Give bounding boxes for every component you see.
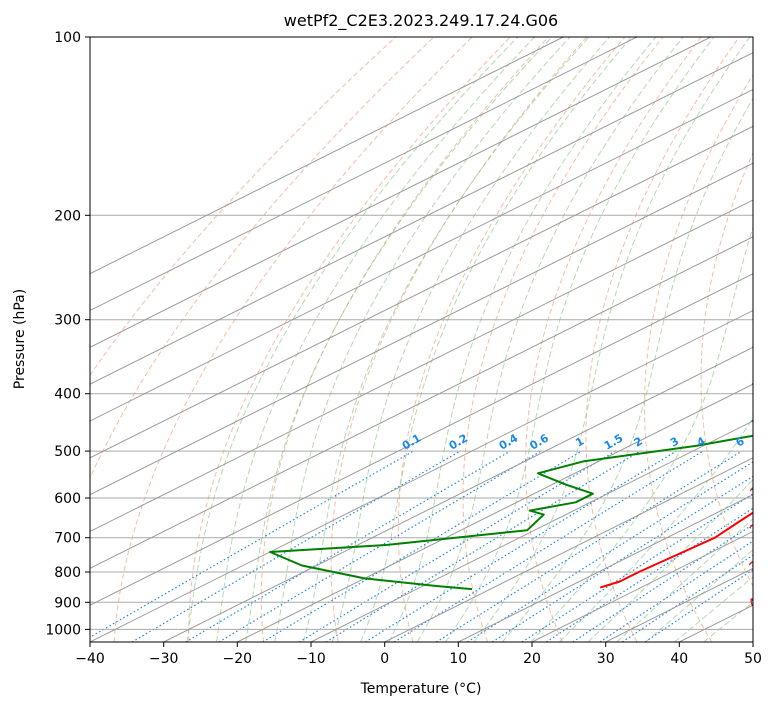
isotherm-gridlines (90, 37, 753, 642)
isotherm-line (90, 37, 638, 312)
y-tick-label: 100 (54, 30, 81, 46)
isotherm-line (90, 125, 753, 459)
x-tick-label: 20 (523, 651, 541, 667)
y-tick-label: 600 (54, 491, 81, 507)
moist-adiabat (674, 576, 753, 642)
isotherm-line (237, 383, 753, 642)
moist-adiabat (501, 97, 753, 642)
isotherm-label: -40 (748, 292, 771, 315)
sounding-series (269, 434, 753, 591)
isotherm-line (90, 162, 753, 496)
isotherm-line (90, 37, 564, 275)
axis-ticks: −40 −30 −20 −10 0 10 20 30 40 50 100 200 300 400 500 60… (45, 30, 762, 667)
moist-adiabat (587, 478, 753, 642)
moist-adiabat (388, 37, 657, 642)
x-tick-label: 10 (449, 651, 467, 667)
dry-adiabat (585, 37, 740, 642)
moist-adiabat (302, 37, 590, 642)
x-tick-label: −30 (149, 651, 179, 667)
temperature-line (599, 511, 753, 589)
moist-adiabat (245, 37, 553, 642)
mixing-ratio-line (364, 450, 677, 642)
isotherm-label: 0 (750, 444, 765, 459)
dry-adiabat (113, 37, 473, 642)
isotherm-label: -30 (747, 329, 770, 352)
isotherm-label: -20 (747, 366, 770, 389)
isotherm-label: 20 (747, 516, 767, 536)
isotherm-line (90, 37, 711, 348)
mixing-ratio-line (298, 450, 616, 642)
isotherm-line (458, 494, 753, 642)
dewpoint-line (269, 434, 753, 591)
isotherm-label: -70 (749, 181, 772, 204)
y-axis-label: Pressure (hPa) (12, 289, 28, 389)
isotherm-line (90, 199, 753, 533)
dry-adiabat (330, 37, 587, 642)
moist-adiabat (186, 37, 519, 642)
isotherm-label: -80 (749, 144, 772, 167)
y-tick-label: 400 (54, 387, 81, 403)
dry-adiabat (188, 37, 511, 642)
isotherm-line (531, 530, 753, 642)
dry-adiabat (525, 37, 702, 642)
isotherm-line (384, 457, 753, 642)
y-tick-label: 800 (54, 565, 81, 581)
isotherm-line (90, 236, 753, 569)
isotherm-label: -90 (750, 107, 773, 130)
x-tick-label: −10 (296, 651, 326, 667)
mixing-ratio-line (521, 493, 753, 642)
plot-frame (89, 36, 754, 643)
chart-title: wetPf2_C2E3.2023.249.17.24.G06 (284, 11, 558, 31)
y-tick-label: 500 (54, 444, 81, 460)
moist-adiabat (558, 417, 753, 642)
x-tick-label: 30 (597, 651, 615, 667)
x-tick-label: −40 (75, 651, 105, 667)
isotherm-label: -50 (748, 255, 771, 278)
isotherm-line (90, 52, 753, 385)
x-axis-label: Temperature (°C) (360, 681, 482, 697)
y-tick-label: 700 (54, 531, 81, 547)
x-tick-label: 40 (670, 651, 688, 667)
moist-adiabat (274, 37, 571, 642)
isotherm-label: 10 (747, 478, 767, 498)
isotherm-line (310, 420, 753, 642)
moist-adiabat (216, 37, 535, 642)
moist-adiabat (331, 37, 610, 642)
isotherm-line (90, 273, 753, 606)
isotherm-label: 40 (746, 590, 766, 610)
plot-background (90, 37, 753, 642)
dry-adiabat (90, 37, 435, 480)
mixing-ratio-line (218, 450, 542, 642)
moist-adiabat (416, 37, 684, 642)
mixing-ratio-line (467, 461, 753, 642)
moist-adiabats (186, 37, 753, 642)
isotherm-label: -10 (747, 403, 770, 426)
y-tick-label: 900 (54, 595, 81, 611)
mixing-ratio-line (436, 450, 743, 642)
mixing-ratio-line (325, 450, 641, 642)
isotherm-label: -60 (749, 218, 772, 241)
y-tick-label: 300 (54, 313, 81, 329)
plot-area: 0.10.20.40.611.52346810131620253036-100-… (90, 37, 773, 642)
y-tick-label: 1000 (45, 622, 81, 638)
moist-adiabat (473, 37, 751, 642)
dry-adiabat (700, 151, 753, 588)
x-tick-label: 50 (744, 651, 762, 667)
x-tick-label: −20 (223, 651, 253, 667)
moist-adiabat (645, 549, 753, 642)
x-tick-label: 0 (380, 651, 389, 667)
mixing-ratio-line (90, 450, 414, 639)
isotherm-line (163, 346, 753, 642)
isotherm-line (90, 309, 753, 642)
dry-adiabat (462, 37, 664, 642)
y-tick-label: 200 (54, 208, 81, 224)
isobar-gridlines (90, 37, 753, 630)
mixing-ratio-line (622, 554, 753, 642)
isotherm-line (90, 88, 753, 422)
isotherm-label: 30 (747, 553, 767, 573)
